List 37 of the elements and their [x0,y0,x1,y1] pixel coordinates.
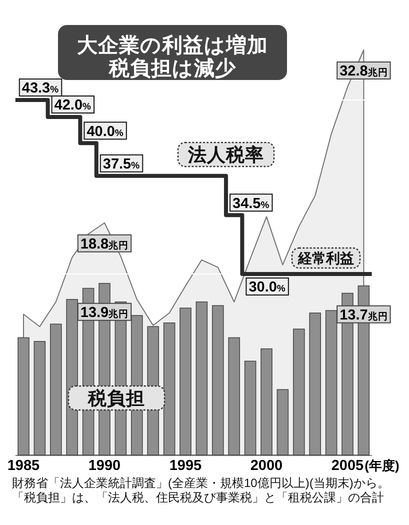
x-tick-label: 2000 [250,458,283,474]
x-tick-label: 1995 [169,458,202,474]
series-label: 法人税率 [187,144,264,166]
x-tick-label: 1985 [7,458,40,474]
data-label: 42.0% [54,98,92,114]
bar [228,337,240,456]
data-label: 43.3% [22,80,60,97]
bar [196,301,208,456]
data-label: 40.0% [86,124,124,140]
bar [244,360,256,456]
bar [292,328,305,456]
x-axis-title: (年度) [364,458,400,473]
bar [309,312,322,456]
data-label: 13.7兆円 [340,308,388,324]
data-label: 37.5% [102,156,140,173]
data-label: 30.0% [248,280,286,296]
data-label: 18.8兆円 [80,236,129,253]
bar [260,348,272,456]
data-label: 34.5% [232,196,270,212]
title-box: 大企業の利益は増加 税負担は減少 [58,25,287,80]
x-tick-label: 2005 [331,458,364,474]
bar [18,337,30,456]
bar [180,308,192,456]
text: 「税負担」は、「法人税、住民税及び事業税」と「租税公課」の合計 [12,490,384,504]
chart-title: 大企業の利益は増加 [77,33,268,57]
bar [34,341,46,456]
text: 財務省「法人企業統計調査」(全産業・規模10億円以上)(当期末)から。 [12,476,390,490]
bar [212,305,224,456]
data-label: 32.8兆円 [340,64,388,80]
series-label: 経常利益 [297,250,354,266]
chart-subtitle: 税負担は減少 [108,57,237,80]
x-tick-label: 1990 [88,458,121,474]
bar [163,322,176,456]
data-label: 13.9兆円 [80,305,129,322]
series-label: 税負担 [87,388,145,409]
bar [276,389,289,456]
bar [50,324,62,456]
